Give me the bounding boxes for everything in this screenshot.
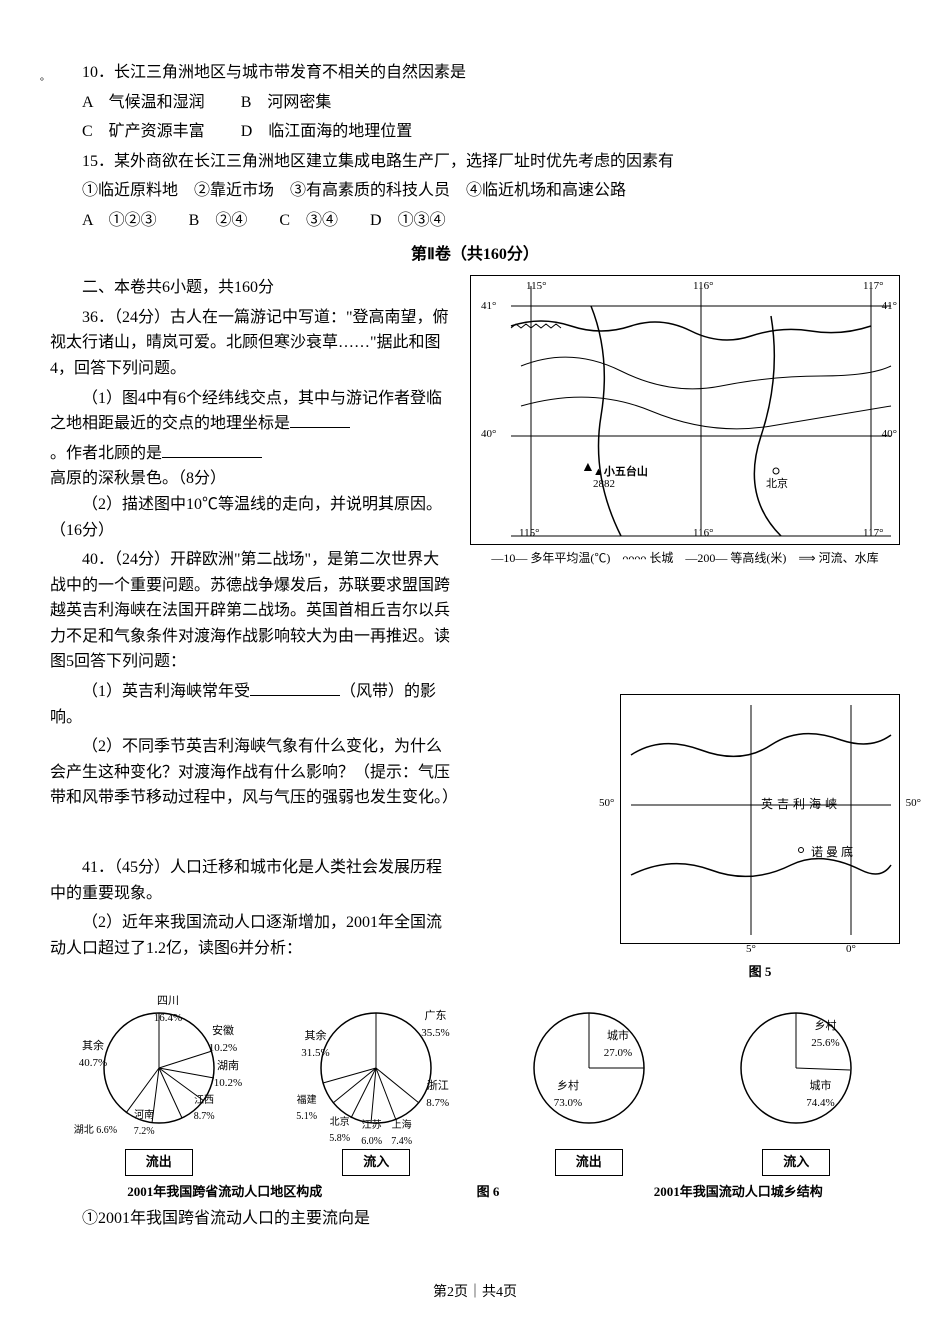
fig4-wutai-h: 2882 (593, 476, 615, 494)
fig6-cap2: 2001年我国流动人口城乡结构 (654, 1182, 823, 1203)
stray-mark: 。 (40, 70, 50, 86)
fig4-lat-41-l: 41° (481, 298, 496, 316)
q41-sub1: ①2001年我国跨省流动人口的主要流向是 (50, 1206, 900, 1232)
fig5-lon0: 0° (846, 941, 856, 959)
pie2-beijing: 北京 5.8% (329, 1115, 350, 1147)
fig6-cap-mid: 图 6 (477, 1182, 500, 1203)
fig5-lon5: 5° (746, 941, 756, 959)
page-footer: 第2页｜共4页 (0, 1282, 950, 1304)
fig5-channel: 英吉利海峡 (761, 795, 841, 814)
pie1-hunan: 湖南 10.2% (214, 1058, 242, 1093)
fig4-lat-40-r: 40° (882, 426, 897, 444)
pie4-block: 乡村 25.6% 城市 74.4% 流入 (716, 993, 876, 1176)
fig4-lat-40-l: 40° (481, 426, 496, 444)
q15-options: A ①②③ B ②④ C ③④ D ①③④ (50, 208, 900, 234)
q36-stem: 36．（24分）古人在一篇游记中写道："登高南望，俯视太行诸山，晴岚可爱。北顾但… (50, 305, 455, 382)
pie4-city: 城市 74.4% (806, 1078, 834, 1113)
q36-p1c: 高原的深秋景色。（8分） (50, 466, 455, 492)
figure-6: 四川 16.4% 安徽 10.2% 湖南 10.2% 江西 8.7% 河南 7.… (50, 993, 900, 1176)
two-column-layout: 二、本卷共6小题，共160分 36．（24分）古人在一篇游记中写道："登高南望，… (50, 275, 900, 679)
fig4-beijing: 北京 (766, 476, 788, 494)
figure-4-map: ▲ 115° 116° 117° 115° 116° 117° 41° 41° … (470, 275, 900, 545)
fig4-lon-117-top: 117° (863, 278, 884, 296)
figure-column: ▲ 115° 116° 117° 115° 116° 117° 41° 41° … (470, 275, 900, 679)
q41-stem: 41．（45分）人口迁移和城市化是人类社会发展历程中的重要现象。 (50, 855, 455, 906)
pie1-jiangxi: 江西 8.7% (194, 1093, 215, 1125)
pie2-guangdong: 广东 35.5% (421, 1008, 449, 1043)
fig4-svg: ▲ (471, 276, 901, 546)
blank-1[interactable] (290, 412, 350, 428)
pie1-qita: 其余 40.7% (79, 1038, 107, 1073)
pie1-henan: 河南 7.2% (134, 1108, 155, 1140)
pie2-label: 流入 (342, 1149, 410, 1176)
q15-items: ①临近原料地 ②靠近市场 ③有高素质的科技人员 ④临近机场和高速公路 (50, 178, 900, 204)
fig4-lon-116-top: 116° (693, 278, 714, 296)
fig4-lon-117-bot: 117° (863, 525, 884, 543)
pie3-label: 流出 (555, 1149, 623, 1176)
q10-optA: A 气候温和湿润 (82, 94, 205, 111)
section2-title: 第Ⅱ卷（共160分） (50, 242, 900, 268)
q36-p1a: （1）图4中有6个经纬线交点，其中与游记作者登临之地相距最近的交点的地理坐标是 (50, 390, 442, 433)
pie1-hubei: 湖北 6.6% (74, 1123, 117, 1139)
text-column: 二、本卷共6小题，共160分 36．（24分）古人在一篇游记中写道："登高南望，… (50, 275, 455, 679)
pie2-jiangsu: 江苏 6.0% (361, 1118, 382, 1150)
pie2-shanghai: 上海 7.4% (391, 1118, 412, 1150)
fig4-lon-115-bot: 115° (519, 525, 540, 543)
pie2-zhejiang: 浙江 8.7% (426, 1078, 449, 1113)
q15-stem: 15．某外商欲在长江三角洲地区建立集成电路生产厂，选择厂址时优先考虑的因素有 (50, 149, 900, 175)
section2-intro: 二、本卷共6小题，共160分 (50, 275, 455, 301)
pie3-block: 城市 27.0% 乡村 73.0% 流出 (509, 993, 669, 1176)
q10-optD: D 临江面海的地理位置 (241, 123, 413, 140)
q10-optC: C 矿产资源丰富 (82, 123, 205, 140)
pie3-rural: 乡村 73.0% (554, 1078, 582, 1113)
fig4-lon-115-top: 115° (526, 278, 547, 296)
pie3-svg (509, 993, 669, 1143)
pie2-fujian: 福建 5.1% (296, 1093, 317, 1125)
fig5-svg (621, 695, 901, 945)
q10-optB: B 河网密集 (241, 94, 332, 111)
pie1-label: 流出 (125, 1149, 193, 1176)
q36-p2: （2）描述图中10℃等温线的走向，并说明其原因。（16分） (50, 492, 455, 543)
q40-text: （1）英吉利海峡常年受（风带）的影响。 （2）不同季节英吉利海峡气象有什么变化，… (50, 679, 455, 983)
pie2-qita: 其余 31.5% (301, 1028, 329, 1063)
pie4-rural: 乡村 25.6% (811, 1018, 839, 1053)
fig5-city: 诺曼底 (811, 843, 856, 862)
figure-5-map: 50° 50° 5° 0° 英吉利海峡 诺曼底 (620, 694, 900, 944)
pie2-block: 广东 35.5% 浙江 8.7% 上海 7.4% 江苏 6.0% 北京 5.8%… (291, 993, 461, 1176)
q10-options-row1: A 气候温和湿润 B 河网密集 (50, 90, 900, 116)
pie4-label: 流入 (762, 1149, 830, 1176)
fig6-captions: 2001年我国跨省流动人口地区构成 图 6 2001年我国流动人口城乡结构 (50, 1182, 900, 1203)
blank-3[interactable] (250, 680, 340, 696)
pie3-city: 城市 27.0% (604, 1028, 632, 1063)
q10-options-row2: C 矿产资源丰富 D 临江面海的地理位置 (50, 119, 900, 145)
q36-p1b: 。作者北顾的是 (50, 445, 162, 462)
q40-p1: （1）英吉利海峡常年受（风带）的影响。 (50, 679, 455, 730)
q10-stem: 10．长江三角洲地区与城市带发育不相关的自然因素是 (50, 60, 900, 86)
fig5-lat50-r: 50° (906, 795, 921, 813)
q41-p2: （2）近年来我国流动人口逐渐增加，2001年全国流动人口超过了1.2亿，读图6并… (50, 910, 455, 961)
fig4-lat-41-r: 41° (882, 298, 897, 316)
q40-stem: 40．（24分）开辟欧洲"第二战场"，是第二次世界大战中的一个重要问题。苏德战争… (50, 547, 455, 675)
fig4-legend: —10— 多年平均温(℃) ᴖᴖᴖᴖ 长城 —200— 等高线(米) ⟹ 河流、… (470, 549, 900, 568)
q36-p1b-line: 。作者北顾的是 (50, 441, 455, 467)
q40-p2: （2）不同季节英吉利海峡气象有什么变化，为什么会产生这种变化？对渡海作战有什么影… (50, 734, 455, 811)
q40-p1a: （1）英吉利海峡常年受 (82, 683, 250, 700)
fig5-label: 图 5 (620, 962, 900, 983)
pie1-anhui: 安徽 10.2% (209, 1023, 237, 1058)
pie1-sichuan: 四川 16.4% (154, 993, 182, 1028)
fig4-lon-116-bot: 116° (693, 525, 714, 543)
pie4-svg (716, 993, 876, 1143)
pie1-block: 四川 16.4% 安徽 10.2% 湖南 10.2% 江西 8.7% 河南 7.… (74, 993, 244, 1176)
blank-2[interactable] (162, 442, 262, 458)
fig5-column: 50° 50° 5° 0° 英吉利海峡 诺曼底 图 5 (470, 679, 900, 983)
q40-layout: （1）英吉利海峡常年受（风带）的影响。 （2）不同季节英吉利海峡气象有什么变化，… (50, 679, 900, 983)
fig5-lat50-l: 50° (599, 795, 614, 813)
q36-p1: （1）图4中有6个经纬线交点，其中与游记作者登临之地相距最近的交点的地理坐标是 (50, 386, 455, 437)
fig6-cap1: 2001年我国跨省流动人口地区构成 (127, 1182, 322, 1203)
